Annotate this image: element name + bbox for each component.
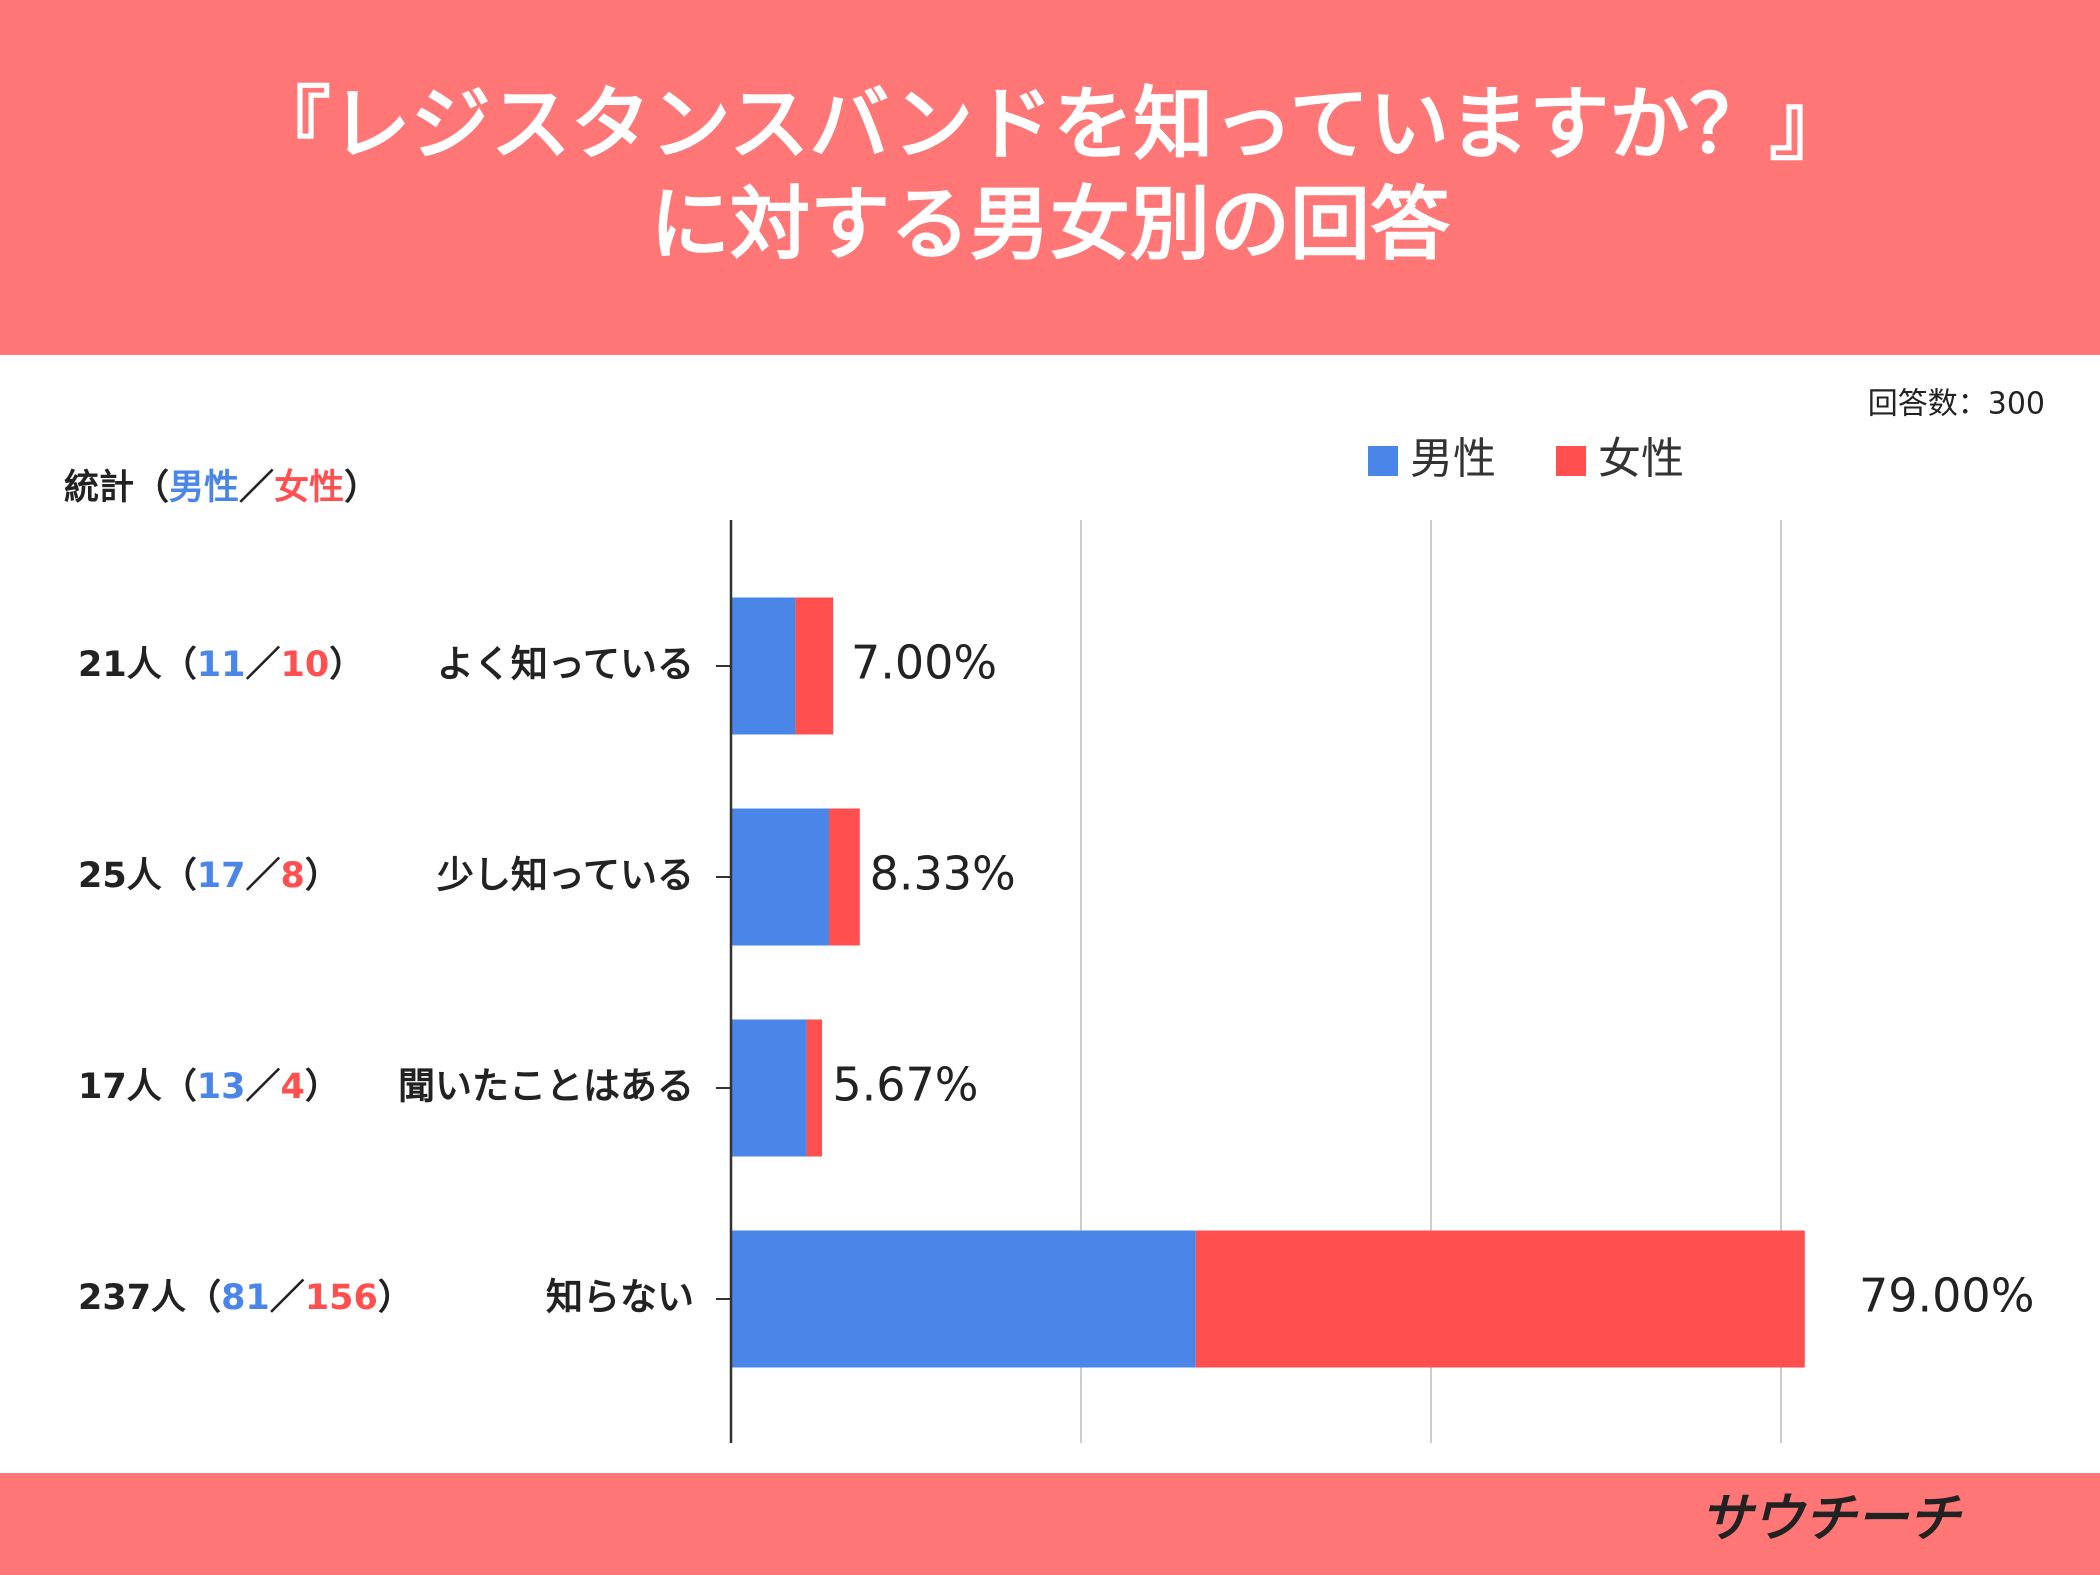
chart-title: に対する男女別の回答 [650, 178, 1451, 271]
data-label: 8.33% [870, 847, 1016, 901]
sep: ／ [239, 468, 274, 508]
stats-male: 17 [197, 856, 246, 896]
stats-row: 25人（17／8） [78, 856, 340, 896]
bar-segment [731, 808, 829, 946]
stats-total: 237人 [78, 1278, 186, 1318]
stats-heading: 統計（男性／女性） [64, 467, 379, 508]
paren: （ [162, 645, 197, 685]
legend-label: 男性 [1410, 435, 1496, 485]
chart-title: 『レジスタンスバンドを知っていますか？』 [251, 78, 1849, 171]
stats-total: 25人 [78, 856, 162, 896]
legend-swatch [1556, 446, 1586, 476]
bar-segment [829, 808, 860, 946]
paren: ） [305, 1067, 340, 1107]
paren: ） [344, 468, 379, 508]
paren: ） [378, 1278, 413, 1318]
sep: ／ [245, 645, 280, 685]
stats-total: 17人 [78, 1067, 162, 1107]
data-label: 79.00% [1859, 1269, 2034, 1323]
stats-total: 21人 [78, 645, 162, 685]
data-label: 7.00% [851, 636, 997, 690]
category-label: よく知っている [437, 643, 694, 686]
stats-row: 17人（13／4） [78, 1067, 340, 1107]
paren: （ [162, 1067, 197, 1107]
category-label: 少し知っている [437, 854, 694, 897]
bar-segment [731, 1230, 1196, 1368]
paren: （ [186, 1278, 221, 1318]
stats-heading-text: 統計 [64, 468, 134, 508]
bar-segment [1195, 1230, 1805, 1368]
stats-female: 4 [280, 1067, 304, 1107]
male-heading: 男性 [169, 468, 239, 508]
stats-female: 8 [280, 856, 304, 896]
stats-male: 13 [197, 1067, 246, 1107]
note: 回答数：300 [1868, 387, 2045, 422]
bar-segment [731, 1019, 807, 1157]
legend-swatch [1368, 446, 1398, 476]
sep: ／ [245, 856, 280, 896]
footer-band [0, 1473, 2100, 1575]
category-label: 聞いたことはある [398, 1065, 694, 1108]
bar-segment [795, 597, 834, 735]
paren: （ [134, 468, 169, 508]
stats-row: 21人（11／10） [78, 645, 364, 685]
legend-label: 女性 [1598, 435, 1684, 485]
category-label: 知らない [546, 1276, 694, 1319]
bar-segment [731, 597, 796, 735]
stats-female: 156 [305, 1278, 378, 1318]
stats-female: 10 [280, 645, 329, 685]
stats-row: 237人（81／156） [78, 1278, 413, 1318]
data-label: 5.67% [832, 1058, 978, 1112]
female-heading: 女性 [274, 467, 344, 508]
paren: ） [305, 856, 340, 896]
stats-male: 11 [197, 645, 246, 685]
paren: （ [162, 856, 197, 896]
logo: サウチーチ [1700, 1489, 1963, 1549]
header-band [0, 0, 2100, 355]
stats-male: 81 [221, 1278, 270, 1318]
sep: ／ [270, 1278, 305, 1318]
paren: ） [329, 645, 364, 685]
sep: ／ [245, 1067, 280, 1107]
bar-segment [806, 1019, 822, 1157]
